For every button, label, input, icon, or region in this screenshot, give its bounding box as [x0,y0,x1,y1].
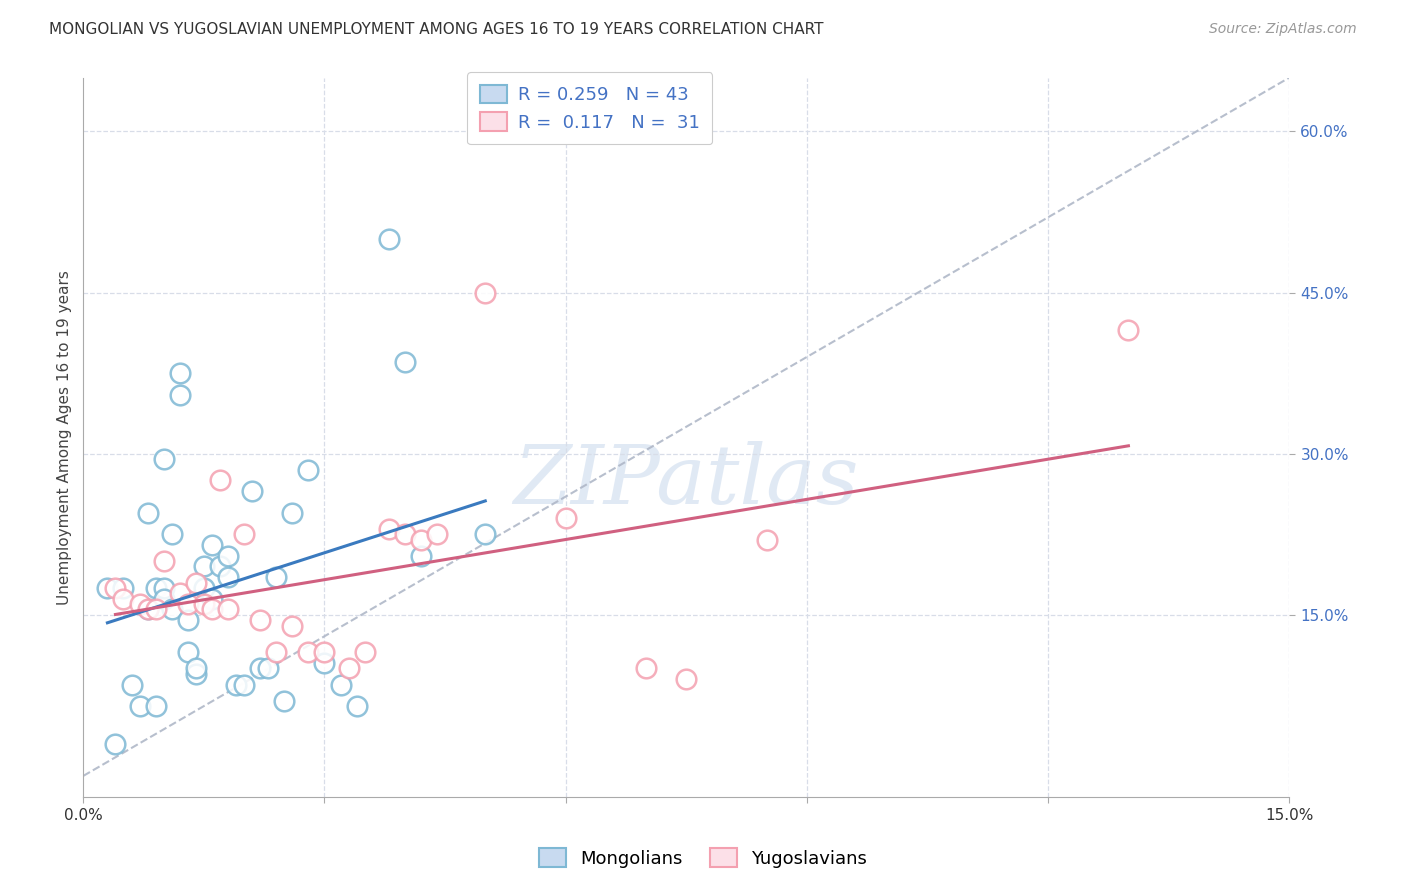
Point [264,645,287,659]
Point [217,570,239,584]
Point [314,656,336,670]
Point [145,699,167,714]
Point [201,591,224,606]
Point [145,581,167,595]
Point [426,527,449,541]
Point [281,506,304,520]
Legend: Mongolians, Yugoslavians: Mongolians, Yugoslavians [529,838,877,879]
Point [249,613,271,627]
Y-axis label: Unemployment Among Ages 16 to 19 years: Unemployment Among Ages 16 to 19 years [58,270,72,605]
Text: MONGOLIAN VS YUGOSLAVIAN UNEMPLOYMENT AMONG AGES 16 TO 19 YEARS CORRELATION CHAR: MONGOLIAN VS YUGOSLAVIAN UNEMPLOYMENT AM… [49,22,824,37]
Point [152,452,174,467]
Point [409,549,432,563]
Point [249,661,271,675]
Point [160,602,183,616]
Point [257,661,280,675]
Point [675,672,697,686]
Point [208,559,231,574]
Text: ZIPatlas: ZIPatlas [513,441,859,521]
Point [755,533,778,547]
Point [193,597,215,611]
Point [193,581,215,595]
Point [474,285,496,300]
Point [474,527,496,541]
Point [104,581,127,595]
Point [136,602,159,616]
Point [353,645,375,659]
Point [152,554,174,568]
Point [314,645,336,659]
Point [394,355,416,369]
Point [193,559,215,574]
Point [201,538,224,552]
Text: Source: ZipAtlas.com: Source: ZipAtlas.com [1209,22,1357,37]
Point [128,699,150,714]
Point [177,613,200,627]
Point [634,661,657,675]
Point [169,366,191,380]
Point [378,232,401,246]
Point [264,570,287,584]
Point [177,597,200,611]
Point [346,699,368,714]
Point [184,666,207,681]
Point [378,522,401,536]
Point [329,677,352,691]
Point [169,387,191,401]
Point [273,694,295,708]
Point [337,661,360,675]
Point [1118,323,1140,337]
Point [112,581,135,595]
Point [136,602,159,616]
Point [281,618,304,632]
Point [169,586,191,600]
Point [160,527,183,541]
Point [554,511,576,525]
Point [177,645,200,659]
Point [297,645,319,659]
Point [184,575,207,590]
Point [96,581,118,595]
Point [233,527,256,541]
Point [233,677,256,691]
Point [394,527,416,541]
Point [152,591,174,606]
Point [217,549,239,563]
Point [297,463,319,477]
Point [145,602,167,616]
Point [152,581,174,595]
Point [104,737,127,751]
Point [217,602,239,616]
Point [225,677,247,691]
Point [128,597,150,611]
Point [409,533,432,547]
Point [112,591,135,606]
Point [136,506,159,520]
Point [208,474,231,488]
Point [121,677,143,691]
Legend: R = 0.259   N = 43, R =  0.117   N =  31: R = 0.259 N = 43, R = 0.117 N = 31 [467,72,713,145]
Point [184,661,207,675]
Point [201,602,224,616]
Point [240,484,263,499]
